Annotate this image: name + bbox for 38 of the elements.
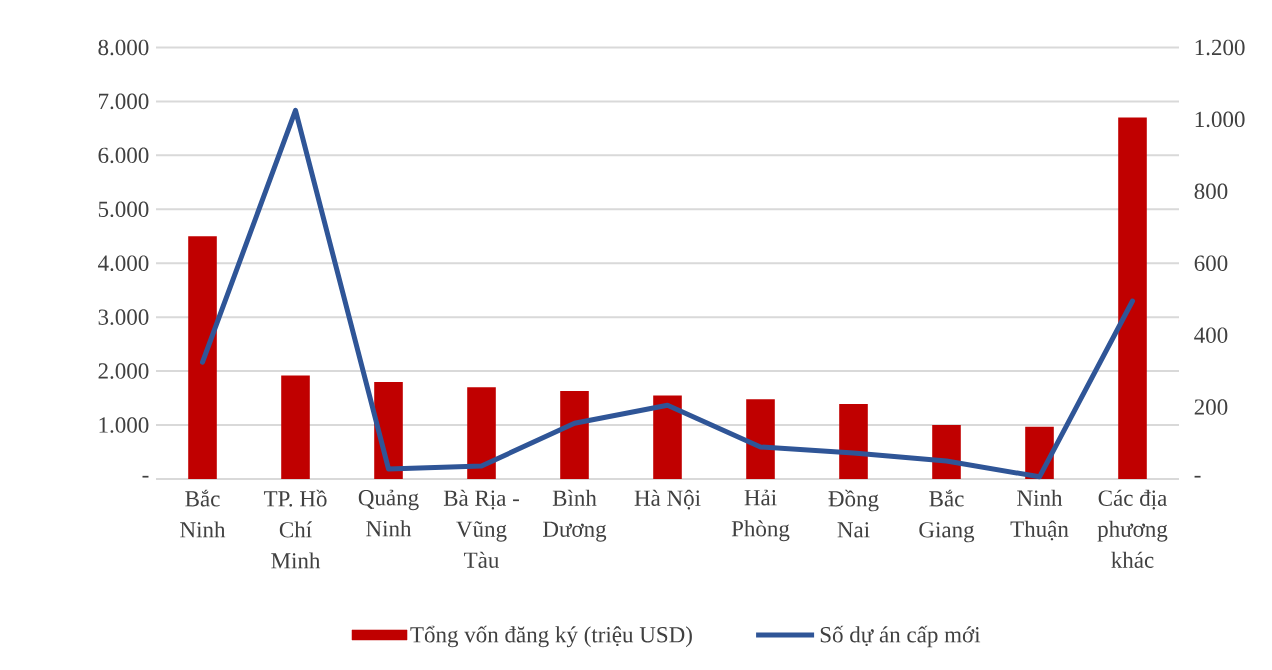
- y-tick-label: 5.000: [98, 201, 149, 218]
- x-tick-label: TP. Hồ Chí Minh: [263, 489, 327, 569]
- x-tick-label: Ninh Thuận: [1010, 489, 1069, 541]
- y2-tick-label: 1.000: [1195, 111, 1245, 128]
- y-tick-label: 1.000: [99, 417, 149, 433]
- x-tick-label: Bắc Giang: [919, 489, 975, 543]
- y-tick-label: 8.000: [98, 39, 149, 56]
- bar: [653, 395, 682, 479]
- legend-label: Tổng vốn đăng ký (triệu USD): [410, 625, 692, 648]
- x-tick-label: Bắc Ninh: [180, 489, 226, 538]
- bar: [932, 425, 961, 479]
- y2-tick-label: -: [1194, 475, 1201, 478]
- legend-label: Số dự án cấp mới: [820, 625, 981, 648]
- x-tick-label: Hà Nội: [634, 489, 701, 510]
- x-tick-label: Hải Phòng: [731, 489, 790, 542]
- y2-tick-label: 800: [1194, 183, 1228, 200]
- bar: [560, 391, 589, 479]
- bar: [188, 236, 217, 479]
- y2-tick-label: 600: [1194, 255, 1228, 271]
- x-tick-label: Đồng Nai: [828, 489, 879, 538]
- bar: [746, 399, 775, 479]
- y2-tick-label: 400: [1194, 327, 1228, 343]
- x-tick-label: Bà Rịa - Vũng Tàu: [443, 489, 519, 568]
- x-tick-label: Bình Dương: [543, 489, 607, 542]
- y-tick-label: 7.000: [99, 93, 149, 110]
- x-tick-label: Quảng Ninh: [358, 489, 419, 537]
- y2-tick-label: 200: [1194, 399, 1228, 415]
- y-tick-label: 2.000: [98, 363, 149, 379]
- y-tick-label: 3.000: [98, 309, 149, 325]
- y-tick-label: 6.000: [98, 147, 149, 164]
- bar: [839, 404, 868, 479]
- y2-tick-label: 1.200: [1195, 39, 1245, 56]
- y-tick-label: -: [142, 475, 149, 478]
- bar: [281, 375, 310, 479]
- x-tick-label: Các địa phương khác: [1097, 489, 1168, 568]
- bar: [467, 387, 496, 479]
- y-tick-label: 4.000: [97, 255, 149, 272]
- bar: [1118, 117, 1147, 479]
